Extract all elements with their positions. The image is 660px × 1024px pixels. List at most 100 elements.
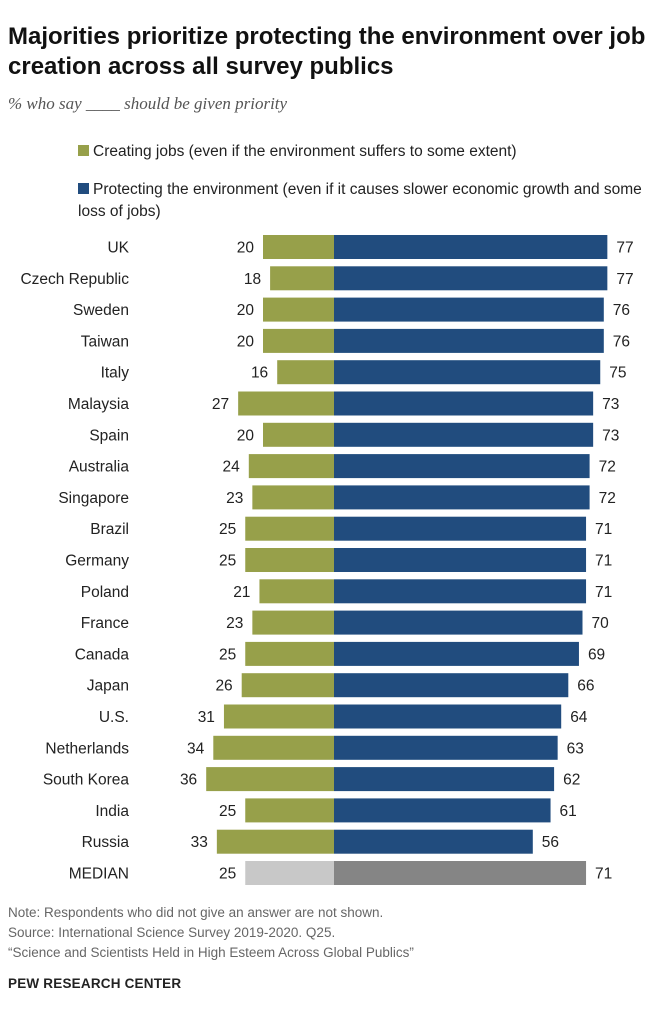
bar-jobs-malaysia <box>238 391 334 416</box>
bar-environment-brazil <box>334 516 587 541</box>
bar-environment-sweden <box>334 297 604 322</box>
legend-label-environment: Protecting the environment (even if it c… <box>78 181 642 220</box>
bar-jobs-brazil <box>245 516 334 541</box>
footer-source: Source: International Science Survey 201… <box>8 925 336 940</box>
value-label-environment-malaysia: 73 <box>602 396 619 413</box>
bar-environment-uk <box>334 235 608 259</box>
legend-swatch-environment <box>78 183 89 194</box>
value-label-environment-netherlands: 63 <box>567 740 584 757</box>
bar-jobs-singapore <box>252 485 334 510</box>
bar-environment-australia <box>334 454 590 479</box>
value-label-environment-russia: 56 <box>542 834 559 851</box>
value-label-jobs-singapore: 23 <box>226 490 243 507</box>
value-label-environment-u-s: 64 <box>570 709 588 726</box>
bar-environment-spain <box>334 422 594 447</box>
bar-environment-india <box>334 798 551 823</box>
value-label-environment-japan: 66 <box>577 678 594 695</box>
bar-environment-germany <box>334 548 587 572</box>
category-label-japan: Japan <box>87 678 129 695</box>
bar-environment-netherlands <box>334 735 558 760</box>
category-label-uk: UK <box>107 240 129 257</box>
value-label-environment-taiwan: 76 <box>613 333 630 350</box>
category-label-russia: Russia <box>82 834 130 851</box>
value-label-environment-germany: 71 <box>595 553 612 570</box>
bar-jobs-spain <box>263 422 334 447</box>
category-label-u-s: U.S. <box>99 709 129 726</box>
bar-jobs-south-korea <box>206 767 334 792</box>
value-label-environment-czech-republic: 77 <box>616 271 633 288</box>
value-label-jobs-median: 25 <box>219 866 236 883</box>
value-label-jobs-poland: 21 <box>233 584 250 601</box>
value-label-environment-uk: 77 <box>616 240 633 257</box>
value-label-environment-canada: 69 <box>588 646 605 663</box>
bar-jobs-india <box>245 798 334 823</box>
value-label-jobs-netherlands: 34 <box>187 740 205 757</box>
footer-note: Note: Respondents who did not give an an… <box>8 905 384 920</box>
category-label-netherlands: Netherlands <box>45 740 129 757</box>
bar-jobs-median <box>245 861 334 885</box>
value-label-jobs-u-s: 31 <box>198 709 215 726</box>
legend-item-environment: Protecting the environment (even if it c… <box>78 179 648 223</box>
bar-environment-canada <box>334 641 579 666</box>
bar-jobs-canada <box>245 641 334 666</box>
value-label-environment-singapore: 72 <box>599 490 616 507</box>
bar-jobs-australia <box>248 454 334 479</box>
bar-jobs-sweden <box>263 297 334 322</box>
value-label-jobs-italy: 16 <box>251 365 268 382</box>
bar-environment-singapore <box>334 485 590 510</box>
value-label-jobs-south-korea: 36 <box>180 772 197 789</box>
chart-subtitle: % who say ____ should be given priority <box>8 94 288 113</box>
category-label-median: MEDIAN <box>69 866 129 883</box>
bar-jobs-uk <box>263 235 334 259</box>
category-label-brazil: Brazil <box>90 521 129 538</box>
category-label-south-korea: South Korea <box>43 772 130 789</box>
value-label-environment-south-korea: 62 <box>563 772 580 789</box>
category-label-poland: Poland <box>81 584 129 601</box>
bar-environment-france <box>334 610 583 635</box>
value-label-jobs-uk: 20 <box>237 240 255 257</box>
bar-jobs-japan <box>241 673 334 698</box>
bar-jobs-france <box>252 610 334 635</box>
value-label-environment-italy: 75 <box>609 365 626 382</box>
category-label-singapore: Singapore <box>58 490 129 507</box>
bar-environment-malaysia <box>334 391 594 416</box>
legend-label-jobs: Creating jobs (even if the environment s… <box>93 143 517 160</box>
legend-item-jobs: Creating jobs (even if the environment s… <box>78 141 648 163</box>
category-label-taiwan: Taiwan <box>81 333 129 350</box>
value-label-jobs-malaysia: 27 <box>212 396 229 413</box>
value-label-jobs-france: 23 <box>226 615 243 632</box>
bar-jobs-russia <box>216 829 334 854</box>
bar-jobs-taiwan <box>263 328 334 353</box>
category-label-australia: Australia <box>69 459 130 476</box>
value-label-jobs-russia: 33 <box>191 834 208 851</box>
bar-environment-median <box>334 861 587 885</box>
bar-jobs-netherlands <box>213 735 334 760</box>
value-label-jobs-sweden: 20 <box>237 302 255 319</box>
value-label-environment-brazil: 71 <box>595 521 612 538</box>
bar-jobs-u-s <box>223 704 334 729</box>
value-label-jobs-canada: 25 <box>219 646 236 663</box>
value-label-environment-median: 71 <box>595 866 612 883</box>
bar-environment-russia <box>334 829 533 854</box>
value-label-jobs-taiwan: 20 <box>237 333 255 350</box>
bar-jobs-poland <box>259 579 334 604</box>
value-label-jobs-brazil: 25 <box>219 521 236 538</box>
category-label-india: India <box>95 803 129 820</box>
bar-environment-south-korea <box>334 767 555 792</box>
value-label-environment-poland: 71 <box>595 584 612 601</box>
brand-label: PEW RESEARCH CENTER <box>8 976 182 991</box>
bar-environment-czech-republic <box>334 266 608 291</box>
bar-environment-u-s <box>334 704 562 729</box>
bar-environment-italy <box>334 360 601 385</box>
bar-jobs-italy <box>277 360 334 385</box>
bar-jobs-germany <box>245 548 334 572</box>
category-label-spain: Spain <box>89 427 129 444</box>
bar-environment-poland <box>334 579 587 604</box>
category-label-malaysia: Malaysia <box>68 396 130 413</box>
footer-report: “Science and Scientists Held in High Est… <box>8 945 414 960</box>
category-label-germany: Germany <box>65 553 129 570</box>
value-label-jobs-czech-republic: 18 <box>244 271 261 288</box>
value-label-environment-india: 61 <box>560 803 577 820</box>
value-label-jobs-spain: 20 <box>237 427 255 444</box>
value-label-jobs-australia: 24 <box>223 459 241 476</box>
